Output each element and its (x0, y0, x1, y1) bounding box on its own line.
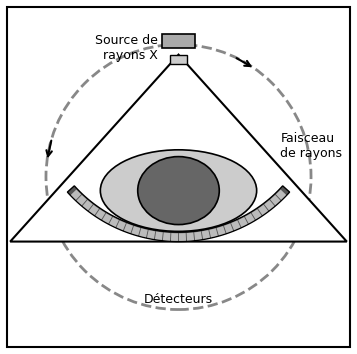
Polygon shape (67, 186, 290, 241)
Polygon shape (276, 189, 286, 200)
Polygon shape (171, 233, 178, 241)
Bar (161, 34, 196, 48)
Polygon shape (109, 217, 119, 227)
Polygon shape (131, 226, 140, 235)
Polygon shape (224, 223, 233, 233)
Polygon shape (155, 232, 163, 240)
Polygon shape (270, 195, 281, 205)
Polygon shape (209, 228, 218, 237)
Polygon shape (95, 209, 105, 219)
Polygon shape (231, 221, 241, 230)
Polygon shape (187, 233, 194, 241)
Polygon shape (163, 233, 170, 241)
Polygon shape (238, 217, 248, 227)
Polygon shape (147, 230, 155, 239)
Polygon shape (76, 195, 87, 205)
Polygon shape (124, 223, 133, 233)
Polygon shape (139, 228, 148, 237)
Polygon shape (71, 189, 81, 200)
Polygon shape (116, 221, 126, 230)
Polygon shape (102, 213, 112, 223)
Ellipse shape (100, 150, 257, 232)
Polygon shape (194, 232, 202, 240)
Polygon shape (89, 205, 99, 215)
Polygon shape (217, 226, 226, 235)
Polygon shape (264, 200, 275, 210)
Ellipse shape (138, 156, 219, 224)
Polygon shape (202, 230, 210, 239)
Bar (170, 55, 187, 64)
Polygon shape (252, 209, 262, 219)
Text: Faisceau
de rayons: Faisceau de rayons (281, 132, 342, 160)
Polygon shape (245, 213, 255, 223)
Text: Source de
rayons X: Source de rayons X (95, 34, 158, 62)
Polygon shape (179, 233, 186, 241)
Polygon shape (82, 200, 93, 210)
Polygon shape (258, 205, 268, 215)
Polygon shape (10, 55, 347, 241)
Text: Détecteurs: Détecteurs (144, 293, 213, 306)
